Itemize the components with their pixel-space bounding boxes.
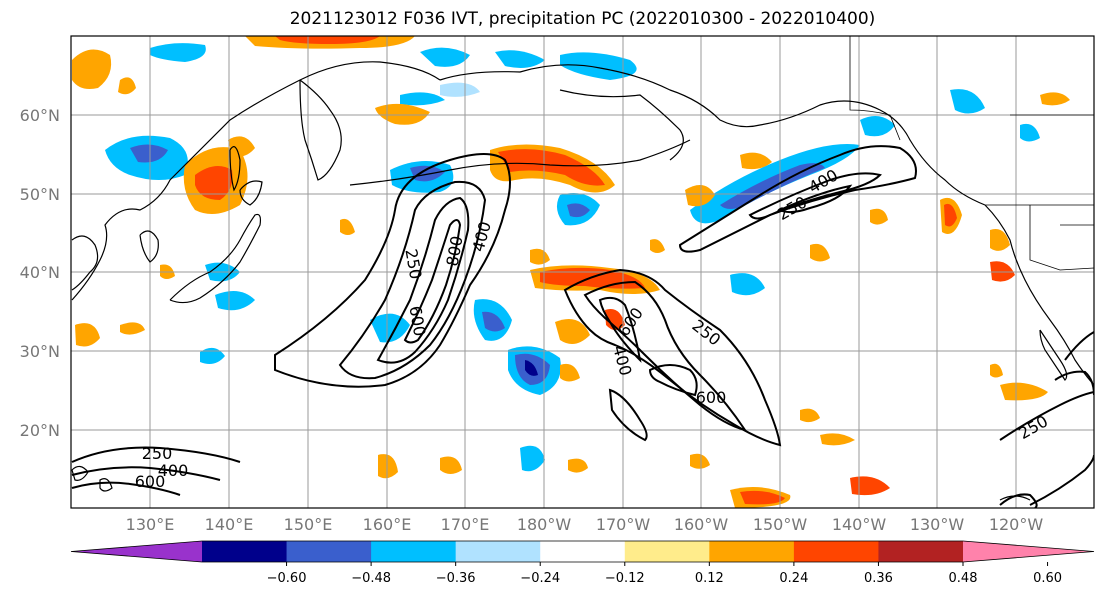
lon-label: 120°W <box>989 515 1044 534</box>
colorbar-extend-low <box>71 541 202 562</box>
lat-label: 20°N <box>20 421 60 440</box>
colorbar-tick-label: 0.12 <box>695 571 724 586</box>
colorbar-segment <box>793 541 879 562</box>
contour-label-sw-600: 600 <box>135 472 166 491</box>
colorbar-segment <box>540 541 626 562</box>
lat-label: 40°N <box>20 263 60 282</box>
lon-label: 130°W <box>910 515 965 534</box>
lon-label: 170°E <box>441 515 490 534</box>
contour-label-mid-600b: 600 <box>696 388 727 407</box>
ivt-contours <box>71 145 1094 508</box>
colorbar-tick-label: −0.24 <box>520 571 560 586</box>
colorbar-tick-label: −0.12 <box>605 571 645 586</box>
lon-label: 170°W <box>596 515 651 534</box>
contour-label-sw-250: 250 <box>142 444 173 463</box>
colorbar-extend-high <box>963 541 1094 562</box>
colorbar-tick-label: −0.60 <box>267 571 307 586</box>
lat-label: 30°N <box>20 342 60 361</box>
lon-label: 140°E <box>205 515 254 534</box>
lon-label: 130°E <box>126 515 175 534</box>
coastlines <box>71 36 1094 501</box>
colorbar-tick-label: −0.48 <box>351 571 391 586</box>
lon-label: 150°E <box>284 515 333 534</box>
colorbar-tick-label: −0.36 <box>436 571 476 586</box>
longitude-labels: 130°E 140°E 150°E 160°E 170°E 180°W 170°… <box>126 515 1044 534</box>
lat-label: 60°N <box>20 106 60 125</box>
colorbar-tick-label: 0.24 <box>779 571 808 586</box>
colorbar: −0.60 −0.48 −0.36 −0.24 −0.12 0.12 0.24 0.36 0.4… <box>70 540 1095 586</box>
colorbar-segment <box>878 541 964 562</box>
map-title: 2021123012 F036 IVT, precipitation PC (2… <box>289 9 876 29</box>
colorbar-segment <box>371 541 457 562</box>
latitude-labels: 60°N 50°N 40°N 30°N 20°N <box>20 106 60 440</box>
colorbar-segment <box>286 541 372 562</box>
colorbar-segment <box>455 541 541 562</box>
lon-label: 160°W <box>674 515 729 534</box>
colorbar-tick-label: 0.60 <box>1033 571 1062 586</box>
lon-label: 180°W <box>517 515 572 534</box>
contour-label-sw-400: 400 <box>158 461 189 480</box>
colorbar-segment <box>624 541 710 562</box>
map-frame <box>70 35 1095 509</box>
colorbar-segment <box>202 541 288 562</box>
lon-label: 160°E <box>363 515 412 534</box>
lon-label: 150°W <box>753 515 808 534</box>
colorbar-tick-label: 0.48 <box>949 571 978 586</box>
lon-label: 140°W <box>832 515 887 534</box>
colorbar-outline <box>70 540 1095 563</box>
colorbar-tick-label: 0.36 <box>864 571 893 586</box>
colorbar-segment <box>709 541 795 562</box>
lat-label: 50°N <box>20 185 60 204</box>
